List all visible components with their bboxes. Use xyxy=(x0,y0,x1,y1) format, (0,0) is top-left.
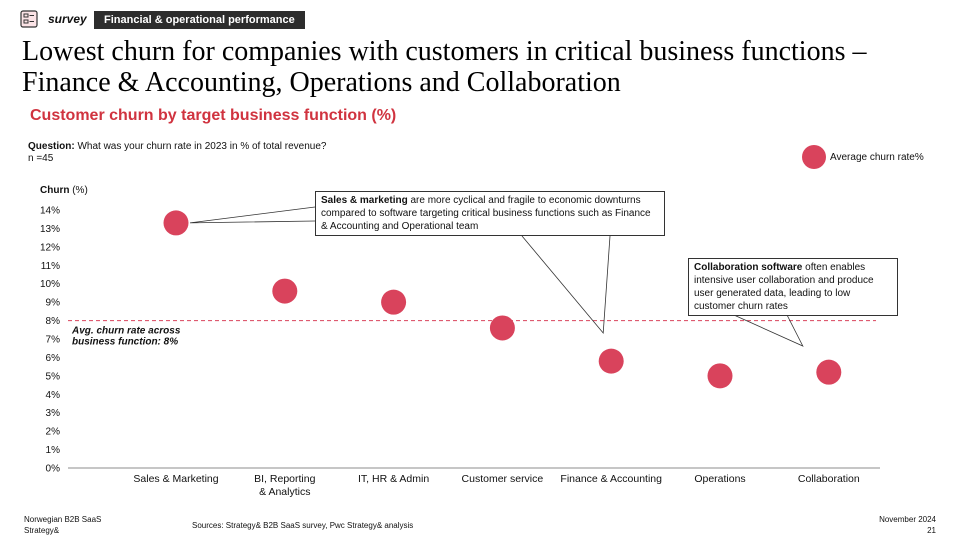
footer-left-1: Norwegian B2B SaaS xyxy=(24,515,102,524)
data-point-5 xyxy=(707,363,733,389)
y-tick-label: 0% xyxy=(46,464,61,475)
data-point-1 xyxy=(272,278,298,304)
question-text: What was your churn rate in 2023 in % of… xyxy=(77,141,327,152)
section-tag: Financial & operational performance xyxy=(94,11,305,29)
callout-collab-text: often enables intensive user collaborati… xyxy=(694,262,874,312)
x-category-label: BI, Reporting xyxy=(254,473,315,485)
chart-subtitle: Customer churn by target business functi… xyxy=(30,107,397,124)
callout-pointer-collaboration xyxy=(724,310,804,347)
question-line: Question: What was your churn rate in 20… xyxy=(28,141,326,152)
page-title: Lowest churn for companies with customer… xyxy=(22,36,867,98)
footer-date: November 2024 xyxy=(879,515,936,524)
y-tick-label: 14% xyxy=(40,206,60,217)
callout-sales-marketing: Sales & marketing are more cyclical and … xyxy=(315,191,665,236)
y-tick-label: 2% xyxy=(46,427,61,438)
data-point-2 xyxy=(381,289,407,315)
y-tick-label: 11% xyxy=(41,261,60,272)
y-tick-label: 12% xyxy=(40,242,60,253)
y-tick-label: 8% xyxy=(46,316,61,327)
y-axis-title: Churn (%) xyxy=(40,185,88,196)
legend-marker xyxy=(802,145,826,169)
x-category-label: Sales & Marketing xyxy=(133,473,218,485)
x-category-label: Customer service xyxy=(462,473,544,485)
average-label: Avg. churn rate across xyxy=(71,326,181,337)
data-point-6 xyxy=(816,359,842,385)
footer-left-2: Strategy& xyxy=(24,526,60,535)
y-axis-title-unit: (%) xyxy=(69,185,87,196)
y-tick-label: 10% xyxy=(40,279,60,290)
callout-collaboration: Collaboration software often enables int… xyxy=(688,258,898,316)
callout-sales-bold: Sales & marketing xyxy=(321,195,408,206)
x-category-label: & Analytics xyxy=(259,486,310,498)
callout-collab-bold: Collaboration software xyxy=(694,262,803,273)
callout-pointer-sales xyxy=(189,206,316,224)
callout-sales-text: are more cyclical and fragile to economi… xyxy=(321,195,651,232)
y-tick-label: 7% xyxy=(46,335,61,346)
average-label: business function: 8% xyxy=(72,337,178,348)
data-point-4 xyxy=(598,348,624,374)
y-tick-label: 13% xyxy=(40,224,60,235)
y-tick-label: 6% xyxy=(46,353,61,364)
data-point-0 xyxy=(163,210,189,236)
y-tick-label: 4% xyxy=(46,390,61,401)
x-category-label: Finance & Accounting xyxy=(560,473,662,485)
survey-icon xyxy=(20,10,38,28)
footer-page-number: 21 xyxy=(927,526,936,535)
y-axis-title-bold: Churn xyxy=(40,185,69,196)
y-tick-label: 3% xyxy=(46,408,61,419)
footer-sources: Sources: Strategy& B2B SaaS survey, Pwc … xyxy=(192,521,414,530)
survey-tag: survey xyxy=(48,12,87,26)
y-tick-label: 5% xyxy=(46,371,61,382)
x-category-label: Operations xyxy=(694,473,745,485)
callout-pointer-finance xyxy=(521,235,611,335)
y-tick-label: 9% xyxy=(46,298,61,309)
x-category-label: IT, HR & Admin xyxy=(358,473,429,485)
question-label: Question: xyxy=(28,141,75,152)
legend-label: Average churn rate% xyxy=(830,152,924,163)
x-category-label: Collaboration xyxy=(798,473,860,485)
sample-size: n =45 xyxy=(28,153,54,164)
data-point-3 xyxy=(489,315,515,341)
y-tick-label: 1% xyxy=(46,445,61,456)
